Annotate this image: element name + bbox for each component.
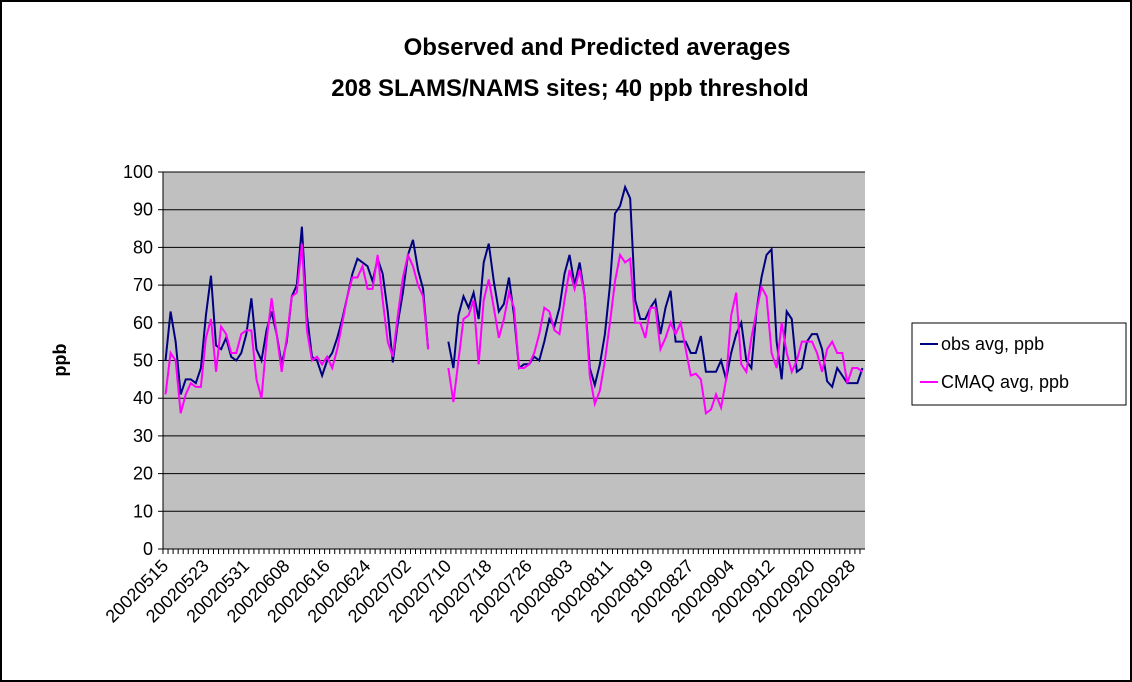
y-tick-label: 70	[133, 275, 153, 295]
y-tick-label: 20	[133, 464, 153, 484]
y-tick-label: 30	[133, 426, 153, 446]
y-tick-label: 10	[133, 501, 153, 521]
legend-label: obs avg, ppb	[941, 334, 1044, 354]
legend-label: CMAQ avg, ppb	[941, 372, 1069, 392]
y-tick-label: 90	[133, 200, 153, 220]
chart-subtitle: 208 SLAMS/NAMS sites; 40 ppb threshold	[331, 75, 808, 102]
y-tick-label: 80	[133, 237, 153, 257]
y-tick-label: 100	[123, 162, 153, 182]
legend-box	[911, 322, 1127, 406]
series-line	[164, 243, 864, 416]
y-tick-label: 50	[133, 351, 153, 371]
y-axis-label: ppb	[50, 344, 70, 377]
y-tick-label: 60	[133, 313, 153, 333]
y-tick-label: 40	[133, 388, 153, 408]
chart-title: Observed and Predicted averages	[404, 34, 791, 61]
y-tick-label: 0	[143, 539, 153, 559]
